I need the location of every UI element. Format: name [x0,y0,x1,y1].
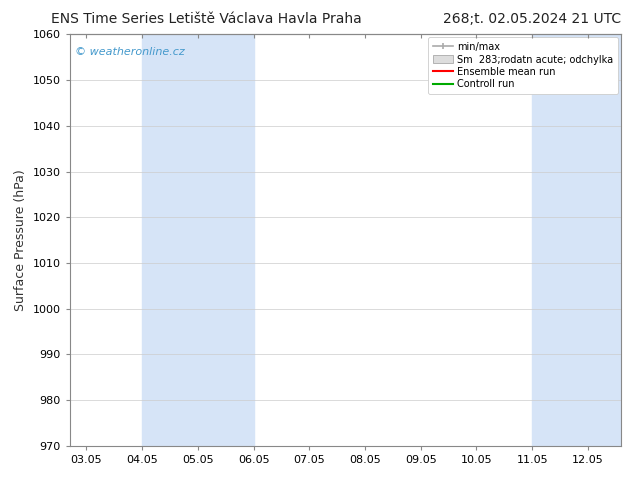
Text: ENS Time Series Letiště Václava Havla Praha: ENS Time Series Letiště Václava Havla Pr… [51,12,361,26]
Text: 268;t. 02.05.2024 21 UTC: 268;t. 02.05.2024 21 UTC [443,12,621,26]
Legend: min/max, Sm  283;rodatn acute; odchylka, Ensemble mean run, Controll run: min/max, Sm 283;rodatn acute; odchylka, … [428,37,618,94]
Bar [142,34,254,446]
Y-axis label: Surface Pressure (hPa): Surface Pressure (hPa) [14,169,27,311]
Text: © weatheronline.cz: © weatheronline.cz [75,47,185,57]
Bar [532,34,621,446]
